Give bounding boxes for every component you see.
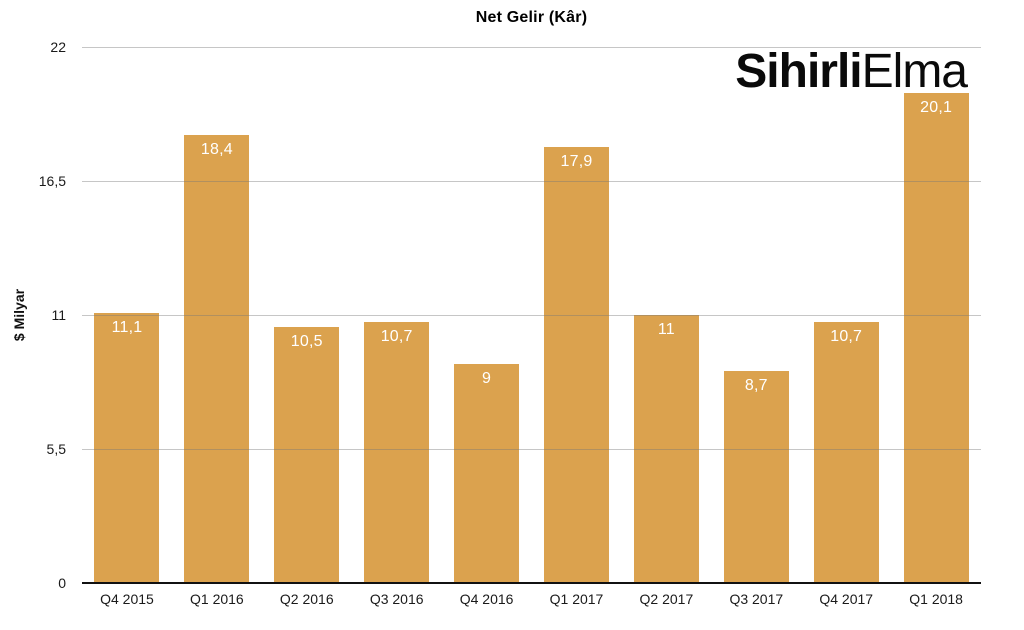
bar-value-label: 18,4	[200, 140, 233, 158]
gridline-y-11	[82, 314, 981, 316]
bar-slot: 10,7	[352, 47, 442, 583]
bar-slot: 9	[442, 47, 532, 583]
plot-area: 11,1 18,4 10,5 10,7 9 17,9 11 8,7 10,7 20,1	[82, 46, 981, 584]
bar-q1-2017: 17,9	[543, 146, 609, 583]
x-category-label: Q1 2016	[190, 591, 244, 607]
y-axis-tick-labels: 0 5,5 11 16,5 22	[0, 39, 66, 591]
x-axis-line	[82, 581, 981, 584]
bar-slot: 18,4	[172, 47, 262, 583]
bar-value-label: 8,7	[744, 377, 768, 395]
x-category-label: Q2 2017	[639, 591, 694, 607]
bar-value-label: 10,5	[290, 333, 323, 351]
x-category-label: Q1 2017	[549, 591, 604, 607]
bar-slot: 10,5	[262, 47, 352, 583]
bar-value-label: 9	[482, 369, 492, 387]
bar-value-label: 10,7	[830, 328, 863, 346]
bar-q3-2017: 8,7	[723, 371, 789, 583]
bar-value-label: 17,9	[560, 152, 593, 170]
bar-value-label: 20,1	[920, 99, 953, 117]
x-category-label: Q3 2017	[729, 591, 784, 607]
y-tick-label: 11	[51, 307, 66, 323]
y-tick-label: 0	[58, 575, 66, 591]
bar-value-label: 11,1	[111, 318, 143, 336]
bar-value-label: 10,7	[380, 328, 413, 346]
gridline-y-22	[82, 46, 981, 48]
bar-slot: 8,7	[711, 47, 801, 583]
bar-slot: 10,7	[801, 47, 891, 583]
bar-q4-2016: 9	[454, 363, 520, 583]
logo-light-text: Elma	[861, 45, 968, 98]
bar-q2-2016: 10,5	[274, 327, 340, 583]
gridline-y-16,5	[82, 180, 981, 182]
x-category-label: Q4 2016	[459, 591, 514, 607]
bar-q4-2015: 11,1	[94, 312, 160, 583]
bar-slot: 11,1	[82, 47, 172, 583]
bar-value-label: 11	[657, 321, 675, 338]
y-tick-label: 16,5	[38, 173, 66, 189]
gridline-y-5,5	[82, 448, 981, 450]
bars-row: 11,1 18,4 10,5 10,7 9 17,9 11 8,7 10,7 20,1	[82, 47, 981, 583]
y-tick-label: 5,5	[46, 441, 66, 457]
y-tick-label: 22	[50, 39, 66, 55]
bar-q1-2018: 20,1	[903, 93, 969, 583]
x-category-label: Q4 2017	[819, 591, 874, 607]
chart-title: Net Gelir (Kâr)	[475, 9, 588, 26]
x-category-label: Q3 2016	[369, 591, 424, 607]
x-category-label: Q2 2016	[279, 591, 334, 607]
bar-q1-2016: 18,4	[184, 134, 250, 583]
bar-q4-2017: 10,7	[813, 322, 879, 583]
logo-bold-text: Sihirli	[735, 45, 862, 98]
x-category-label: Q4 2015	[100, 591, 154, 607]
bar-q2-2017: 11	[633, 315, 699, 583]
bar-slot: 20,1	[891, 47, 981, 583]
bar-slot: 11	[621, 47, 711, 583]
bar-slot: 17,9	[532, 47, 622, 583]
bar-q3-2016: 10,7	[364, 322, 430, 583]
sihirlielma-logo: SihirliElma	[735, 45, 968, 98]
x-axis-category-labels: Q4 2015 Q1 2016 Q2 2016 Q3 2016 Q4 2016 Q1 20…	[82, 591, 981, 607]
x-category-label: Q1 2018	[909, 591, 963, 607]
